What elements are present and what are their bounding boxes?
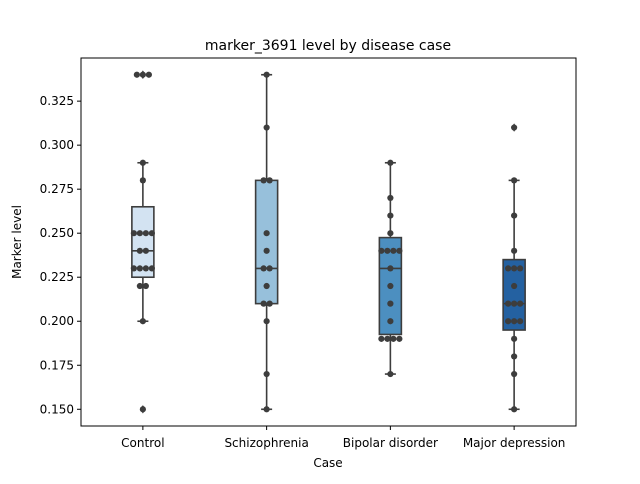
data-point [263, 124, 270, 131]
y-axis: 0.150 0.175 0.200 0.225 0.250 0.275 0.300 0.325 [40, 94, 81, 416]
y-axis-label: Marker level [10, 205, 24, 279]
data-point [139, 71, 146, 78]
data-point [387, 370, 394, 378]
data-point [136, 265, 143, 272]
data-point [145, 71, 152, 78]
y-tick-label: 0.150 [40, 402, 74, 416]
y-tick-label: 0.175 [40, 358, 74, 372]
data-point [517, 265, 524, 272]
data-point [148, 230, 155, 237]
data-point [263, 282, 270, 290]
box-group [131, 70, 155, 414]
plot-area [130, 70, 526, 414]
data-point [387, 282, 394, 290]
box-body [131, 205, 155, 279]
x-tick-label: Control [121, 436, 164, 450]
data-point [266, 177, 273, 184]
data-point [139, 318, 146, 325]
data-point [505, 300, 512, 307]
data-point [263, 230, 270, 237]
data-point [517, 300, 524, 307]
data-point [142, 230, 149, 237]
data-point [511, 370, 518, 378]
data-point [378, 247, 385, 254]
data-point [390, 247, 397, 254]
data-point [136, 247, 143, 254]
data-point [511, 406, 518, 413]
data-point [139, 406, 146, 413]
data-point [133, 71, 140, 78]
data-point [511, 353, 518, 360]
data-point [136, 282, 143, 290]
data-point [511, 247, 518, 254]
y-tick-label: 0.325 [40, 94, 74, 108]
data-point [387, 265, 394, 272]
x-tick-label: Bipolar disorder [343, 436, 438, 450]
data-point [505, 265, 512, 272]
data-point [511, 282, 518, 290]
data-point [511, 177, 518, 184]
data-point [396, 247, 403, 254]
data-point [511, 318, 518, 325]
data-point [266, 265, 273, 272]
data-point [142, 247, 149, 254]
box-body [502, 258, 526, 331]
y-tick-label: 0.250 [40, 226, 74, 240]
data-point [390, 335, 397, 342]
data-point [511, 265, 518, 272]
data-point [148, 265, 155, 272]
y-tick-label: 0.275 [40, 182, 74, 196]
x-axis-label: Case [313, 456, 342, 470]
data-point [387, 318, 394, 325]
data-point [511, 124, 518, 131]
data-point [130, 230, 137, 237]
data-point [142, 265, 149, 272]
x-axis: Control Schizophrenia Bipolar disorder Majo… [121, 426, 565, 450]
data-point [517, 318, 524, 325]
data-point [260, 177, 267, 184]
data-point [378, 335, 385, 342]
data-point [263, 247, 270, 254]
data-point [139, 159, 146, 166]
data-point [139, 177, 146, 184]
data-point [130, 265, 137, 272]
data-point [260, 265, 267, 272]
data-point [511, 212, 518, 219]
data-point [387, 212, 394, 219]
y-tick-label: 0.225 [40, 270, 74, 284]
swarm-group [260, 71, 273, 413]
axes-frame [80, 57, 577, 427]
swarm-group [130, 71, 155, 413]
data-point [263, 406, 270, 413]
data-point [387, 159, 394, 166]
data-point [511, 335, 518, 342]
data-point [266, 300, 273, 307]
swarm-group [378, 159, 403, 378]
swarm-group [505, 124, 524, 413]
data-point [387, 194, 394, 202]
data-point [263, 71, 270, 78]
data-point [384, 335, 391, 342]
x-tick-label: Schizophrenia [224, 436, 308, 450]
y-tick-label: 0.200 [40, 314, 74, 328]
data-point [387, 300, 394, 307]
x-tick-label: Major depression [463, 436, 566, 450]
data-point [142, 282, 149, 290]
data-point [136, 230, 143, 237]
y-tick-label: 0.300 [40, 138, 74, 152]
chart-title: marker_3691 level by disease case [205, 38, 451, 54]
data-point [263, 318, 270, 325]
data-point [263, 370, 270, 378]
data-point [260, 300, 267, 307]
data-point [387, 230, 394, 237]
data-point [384, 247, 391, 254]
data-point [505, 318, 512, 325]
data-point [396, 335, 403, 342]
data-point [511, 300, 518, 307]
